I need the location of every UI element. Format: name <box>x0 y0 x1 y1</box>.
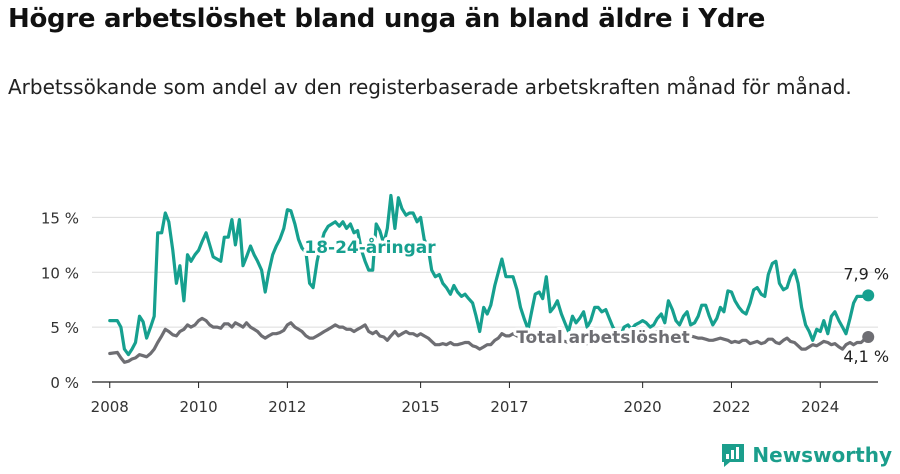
x-tick-label: 2015 <box>402 398 440 416</box>
x-tick-label: 2020 <box>624 398 662 416</box>
x-axis: 2008 2010 2012 2015 2017 2020 2022 2024 <box>91 381 878 416</box>
series-line-youth <box>108 193 870 357</box>
end-value-label-total: 4,1 % <box>843 347 889 366</box>
newsworthy-logo-icon <box>722 444 745 467</box>
x-tick-label: 2022 <box>712 398 750 416</box>
chart-title: Högre arbetslöshet bland unga än bland ä… <box>8 4 766 34</box>
series-label-total: Total arbetslöshet <box>516 328 690 348</box>
y-tick-label: 0 % <box>50 374 79 392</box>
y-tick-label: 5 % <box>50 319 79 337</box>
series-lines <box>108 193 875 364</box>
y-tick-label: 15 % <box>41 209 79 227</box>
series-label-youth: 18-24-åringar <box>304 236 436 258</box>
chart-subtitle: Arbetssökande som andel av den registerb… <box>8 75 852 99</box>
brand-name: Newsworthy <box>752 443 892 467</box>
x-tick-label: 2024 <box>801 398 839 416</box>
series-label-youth-halo: 18-24-åringar <box>304 236 436 258</box>
x-tick-label: 2012 <box>268 398 306 416</box>
x-tick-label: 2010 <box>179 398 217 416</box>
series-line-total <box>108 316 870 364</box>
endpoint-marker-youth <box>862 289 875 302</box>
x-tick-label: 2008 <box>91 398 129 416</box>
y-tick-label: 10 % <box>41 264 79 282</box>
y-axis-ticks: 0 % 5 % 10 % 15 % <box>41 209 79 392</box>
series-label-total-halo: Total arbetslöshet <box>516 328 690 348</box>
x-tick-label: 2017 <box>490 398 528 416</box>
brand-logo: Newsworthy <box>720 442 892 468</box>
end-value-label-youth: 7,9 % <box>843 264 889 283</box>
endpoint-marker-total <box>862 331 875 344</box>
